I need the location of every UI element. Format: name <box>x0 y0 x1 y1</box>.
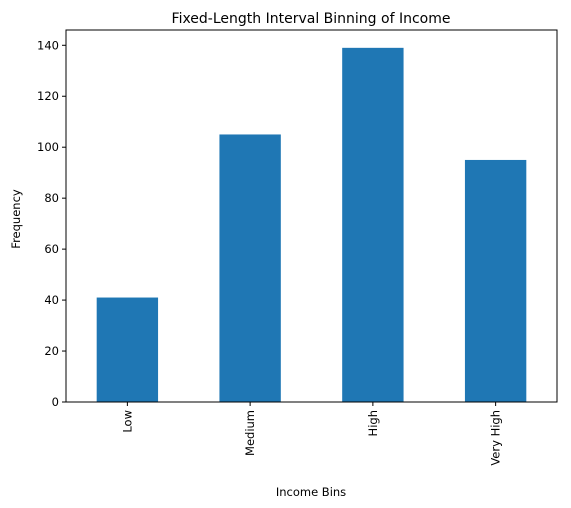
x-tick-label: High <box>366 410 380 436</box>
x-tick-label: Very High <box>489 410 503 466</box>
x-axis-label: Income Bins <box>276 485 346 499</box>
y-tick-label: 60 <box>44 242 59 256</box>
bar-very-high <box>464 159 527 402</box>
y-axis-label: Frequency <box>9 189 23 249</box>
y-tick-label: 100 <box>37 140 59 154</box>
x-tick-label: Low <box>120 410 134 433</box>
y-tick-label: 120 <box>37 89 59 103</box>
bar-high <box>342 47 404 402</box>
x-tick-label: Medium <box>243 410 257 456</box>
bar-low <box>96 297 159 402</box>
y-tick-label: 20 <box>44 344 59 358</box>
plot-area: 0 20 40 60 80 100 120 140 Low Medium High Very High <box>37 29 558 466</box>
y-tick-label: 40 <box>44 293 59 307</box>
y-tick-label: 0 <box>52 395 59 409</box>
y-tick-label: 80 <box>44 191 59 205</box>
y-tick-label: 140 <box>37 38 59 52</box>
chart-title: Fixed-Length Interval Binning of Income <box>172 11 451 27</box>
bar-medium <box>219 134 281 402</box>
axes-frame <box>65 29 558 403</box>
